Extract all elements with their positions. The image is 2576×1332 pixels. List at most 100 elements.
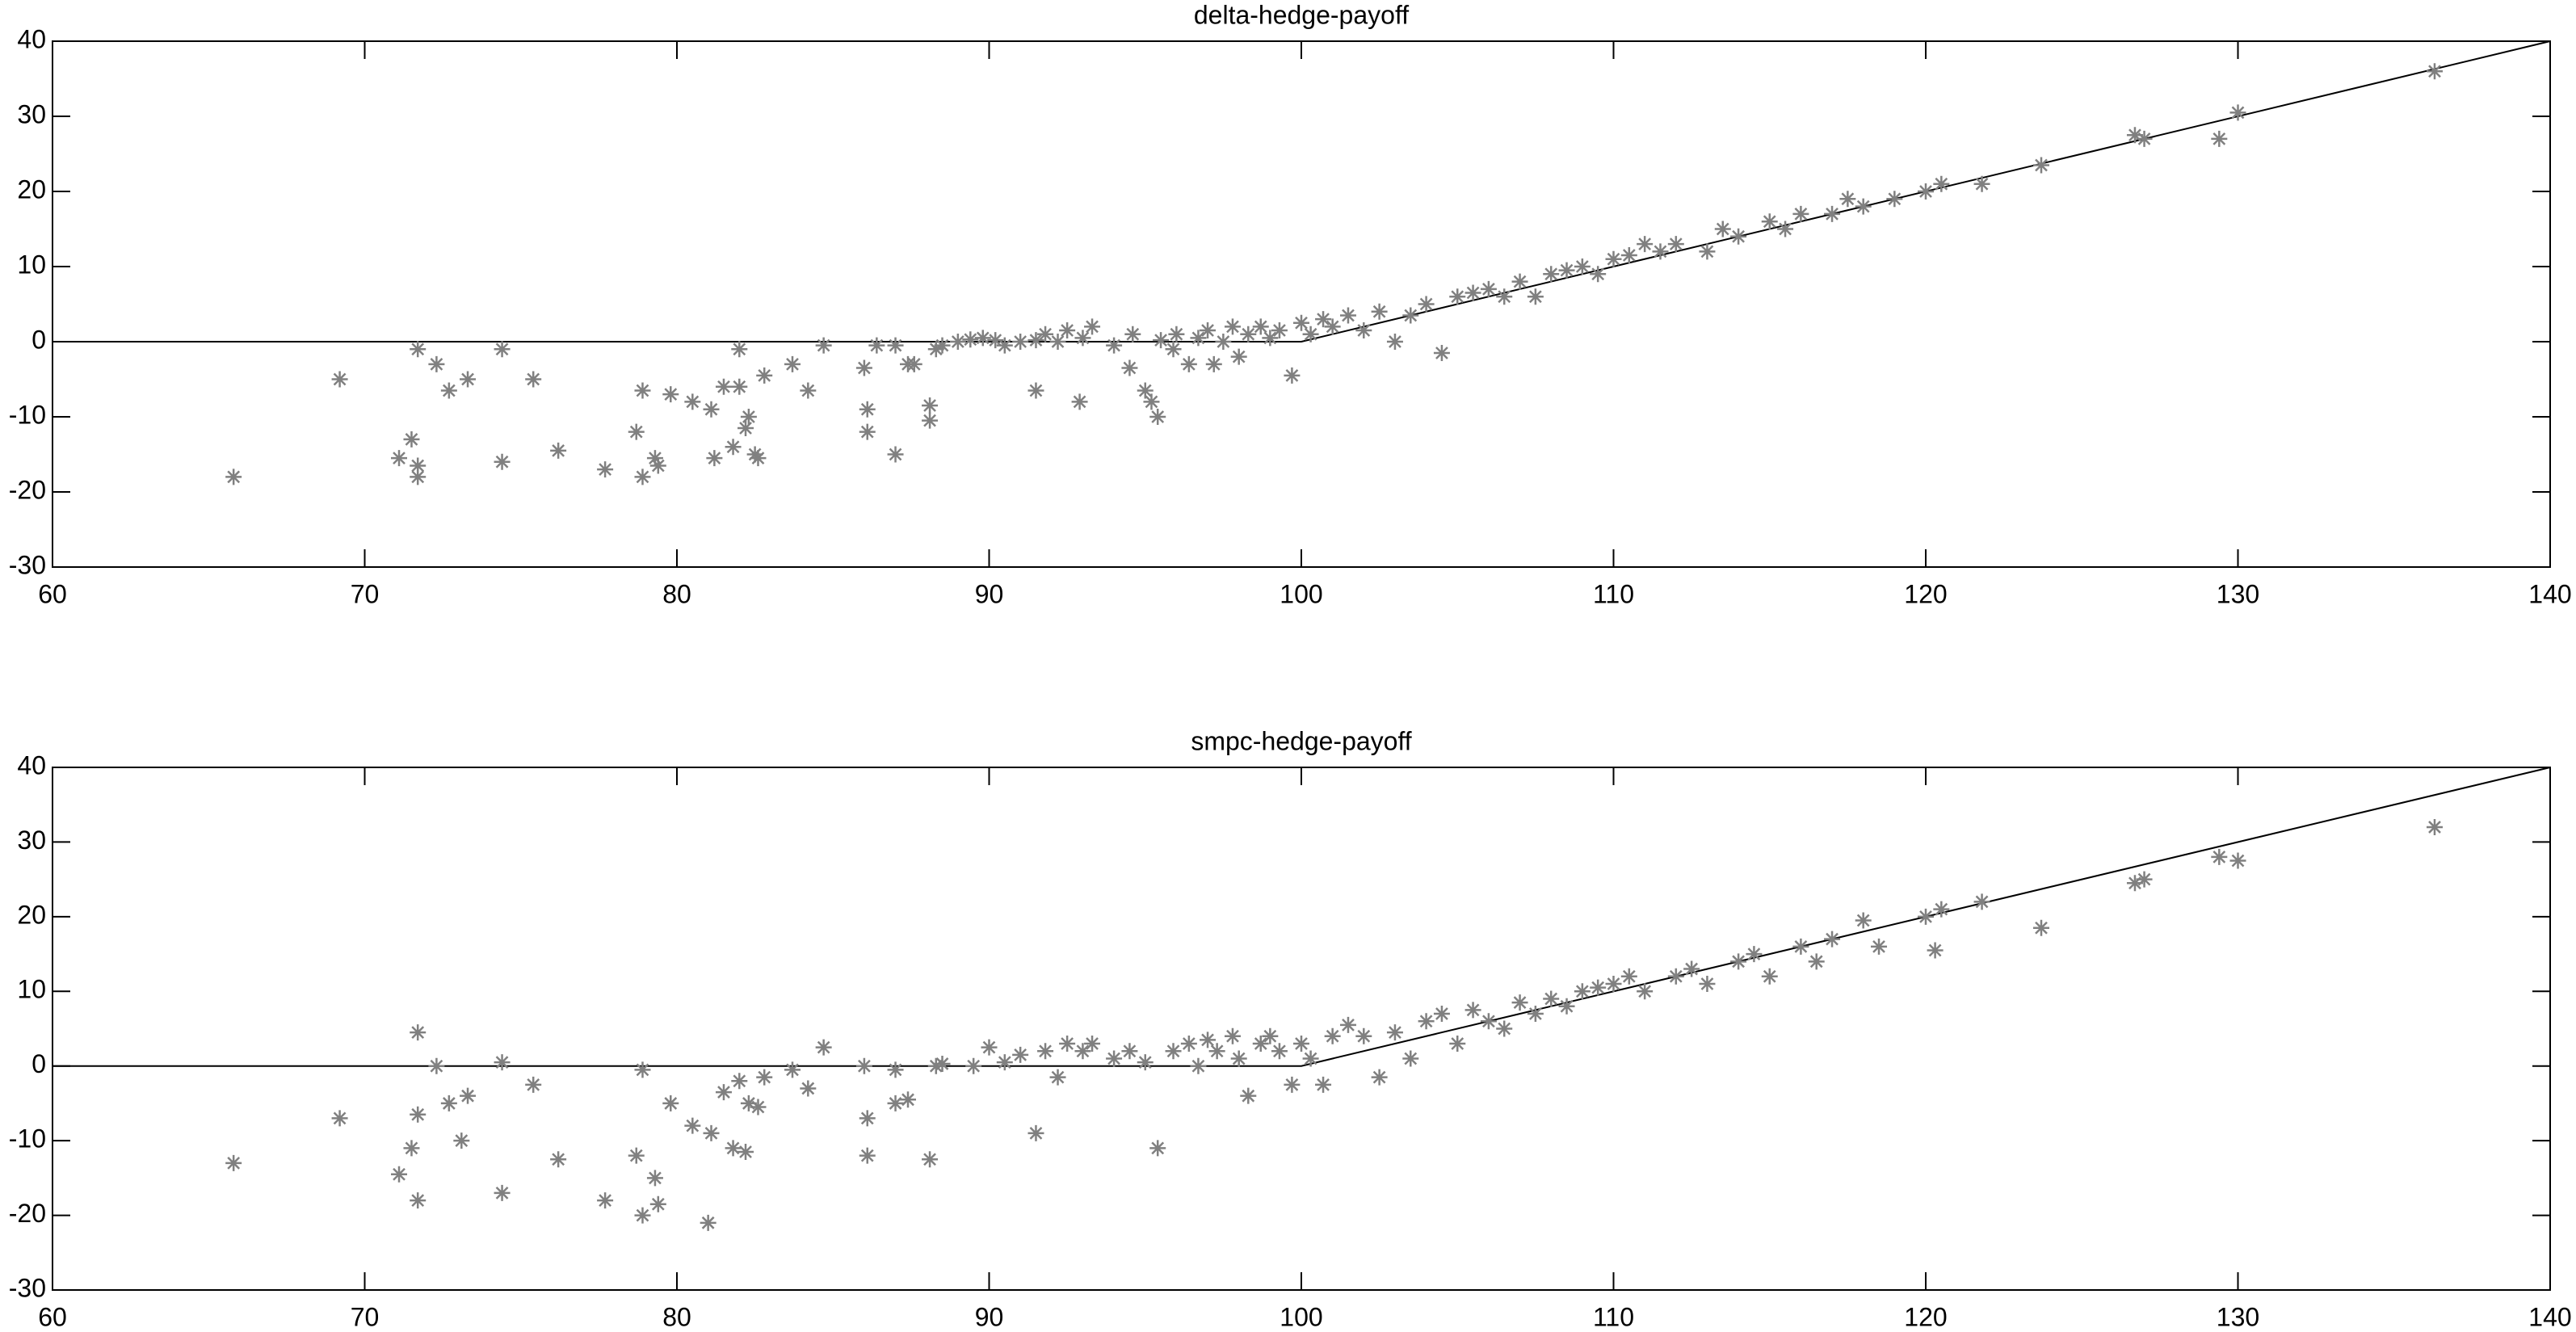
point xyxy=(428,1057,445,1074)
point xyxy=(1590,979,1607,996)
point xyxy=(1071,393,1088,410)
point xyxy=(628,1147,645,1164)
point xyxy=(1339,307,1356,324)
point xyxy=(410,457,427,474)
point xyxy=(1074,330,1091,347)
point xyxy=(2126,127,2143,144)
point xyxy=(1168,326,1185,342)
point xyxy=(494,1184,511,1201)
point xyxy=(949,334,966,350)
point xyxy=(1027,1124,1044,1141)
point xyxy=(1230,348,1247,365)
point xyxy=(1511,994,1528,1011)
point xyxy=(1190,1057,1207,1074)
point xyxy=(410,469,427,485)
point xyxy=(684,1117,701,1134)
x-tick-label: 80 xyxy=(662,1302,691,1331)
point xyxy=(855,359,872,376)
point xyxy=(494,453,511,470)
y-tick-label: 20 xyxy=(17,174,46,204)
point xyxy=(1418,296,1435,313)
point xyxy=(1590,266,1607,283)
point xyxy=(815,337,832,354)
point xyxy=(1824,931,1841,948)
point xyxy=(550,1151,567,1168)
point xyxy=(1433,344,1450,361)
point xyxy=(1543,266,1560,283)
point xyxy=(1355,322,1372,339)
x-tick-label: 70 xyxy=(351,579,380,608)
point xyxy=(331,371,348,388)
point xyxy=(887,1095,904,1111)
point xyxy=(1792,205,1809,222)
x-tick-label: 60 xyxy=(38,1302,67,1331)
y-tick-label: -20 xyxy=(9,1199,46,1228)
point xyxy=(646,1170,663,1187)
point xyxy=(1667,968,1684,985)
point xyxy=(1464,1002,1481,1019)
point xyxy=(1371,303,1388,320)
point xyxy=(1574,983,1591,1000)
point xyxy=(2126,875,2143,892)
point xyxy=(1153,332,1170,349)
point xyxy=(1886,191,1903,208)
point xyxy=(391,450,408,467)
point xyxy=(1824,205,1841,222)
y-tick-label: 40 xyxy=(17,24,46,53)
chart-title: smpc-hedge-payoff xyxy=(1191,726,1411,755)
point xyxy=(1449,288,1466,305)
point xyxy=(740,1095,757,1111)
y-tick-label: -30 xyxy=(9,550,46,579)
point xyxy=(706,450,723,467)
point xyxy=(1746,946,1763,963)
point xyxy=(2229,104,2246,121)
point xyxy=(731,1073,748,1090)
point xyxy=(859,423,876,440)
point xyxy=(784,1061,801,1078)
point xyxy=(927,341,944,358)
point xyxy=(1683,960,1700,977)
point xyxy=(855,1057,872,1074)
point xyxy=(1730,228,1747,245)
point xyxy=(634,469,651,485)
x-tick-label: 110 xyxy=(1593,579,1634,608)
point xyxy=(1855,912,1872,929)
point xyxy=(1714,221,1731,237)
point xyxy=(1252,318,1269,335)
point xyxy=(738,419,754,436)
x-tick-label: 100 xyxy=(1280,579,1322,608)
y-tick-label: 20 xyxy=(17,900,46,929)
y-tick-label: 30 xyxy=(17,826,46,855)
point xyxy=(2427,818,2443,835)
point xyxy=(756,367,773,384)
point xyxy=(962,331,979,348)
point xyxy=(703,401,720,418)
point xyxy=(1200,1032,1217,1048)
point xyxy=(460,371,477,388)
point xyxy=(525,1076,542,1093)
point xyxy=(738,1144,754,1161)
point xyxy=(403,431,420,448)
point xyxy=(1574,258,1591,275)
point xyxy=(1637,983,1654,1000)
point xyxy=(1059,322,1076,339)
point xyxy=(2033,157,2049,174)
point xyxy=(1262,1027,1279,1044)
plot-frame xyxy=(52,40,2551,568)
point xyxy=(634,1207,651,1224)
point xyxy=(410,341,427,358)
point xyxy=(1605,250,1622,267)
point xyxy=(1230,1050,1247,1067)
point xyxy=(1302,1050,1319,1067)
point xyxy=(1121,359,1138,376)
point xyxy=(784,355,801,372)
point xyxy=(927,1057,944,1074)
y-tick-label: 0 xyxy=(32,325,46,354)
point xyxy=(1240,326,1257,342)
point xyxy=(1012,334,1029,350)
point xyxy=(1208,1043,1225,1060)
point xyxy=(725,1140,742,1157)
point xyxy=(996,337,1013,354)
point xyxy=(1271,322,1288,339)
